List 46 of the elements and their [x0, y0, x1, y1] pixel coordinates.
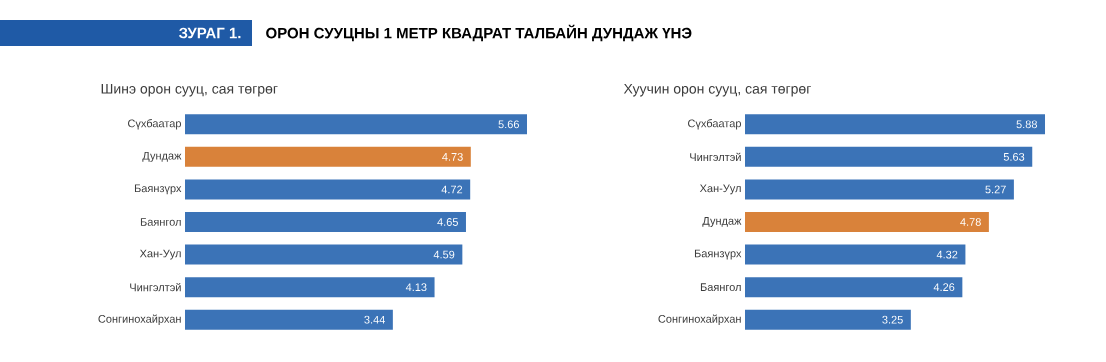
y-tick-label: Чингэлтэй: [130, 283, 181, 292]
y-tick-label: Дундаж: [142, 151, 182, 162]
y-tick-label: Сонгинохайрхан: [98, 314, 181, 325]
data-label: 4.26: [933, 283, 955, 292]
y-tick-label: Баянзүрх: [694, 249, 742, 260]
bar: [185, 179, 471, 200]
data-label: 4.65: [437, 218, 458, 226]
y-tick-label: Баянзүрх: [134, 184, 182, 195]
data-label: 3.44: [364, 315, 385, 324]
data-label: 4.73: [442, 152, 463, 161]
data-label: 4.72: [441, 185, 463, 194]
bar: [745, 277, 963, 298]
y-tick-label: Чингэлтэй: [690, 152, 741, 161]
y-tick-label: Баянгол: [700, 283, 741, 291]
data-label: 4.78: [960, 218, 981, 226]
bar: [185, 212, 466, 233]
bar: [185, 244, 463, 265]
y-tick-label: Баянгол: [140, 218, 181, 226]
bar: [185, 146, 471, 167]
chart-title: Шинэ орон сууц, сая төгрөг: [101, 83, 278, 97]
bar: [185, 277, 435, 298]
text: ОРОН СУУЦНЫ 1 МЕТР КВАДРАТ ТАЛБАЙН ДУНДАЖ ҮНЭ: [266, 24, 692, 42]
data-label: 4.59: [433, 250, 455, 259]
y-tick-label: Сонгинохайрхан: [658, 314, 741, 325]
data-label: 4.13: [405, 283, 427, 292]
y-tick-label: Сүхбаатар: [128, 119, 181, 130]
chart-title: Хуучин орон сууц, сая төгрөг: [623, 83, 811, 97]
bar: [745, 309, 911, 330]
y-tick-label: Дундаж: [702, 217, 742, 227]
data-label: 5.63: [1003, 152, 1025, 161]
data-label: 5.88: [1016, 120, 1037, 129]
data-label: 5.27: [985, 185, 1006, 194]
bar: [745, 212, 989, 233]
data-label: 5.66: [498, 120, 519, 129]
bar: [745, 146, 1033, 167]
bar: [745, 114, 1046, 135]
y-tick-label: Хан-Уул: [139, 249, 181, 260]
y-tick-label: Хан-Уул: [699, 184, 741, 195]
bar: [745, 244, 966, 265]
data-label: 3.25: [882, 315, 903, 324]
bar: [745, 179, 1014, 200]
data-label: 4.32: [936, 250, 958, 259]
bar: [185, 114, 527, 135]
y-tick-label: Сүхбаатар: [688, 119, 741, 130]
text: ЗУРАГ 1.: [178, 27, 241, 39]
bar: [185, 309, 393, 330]
